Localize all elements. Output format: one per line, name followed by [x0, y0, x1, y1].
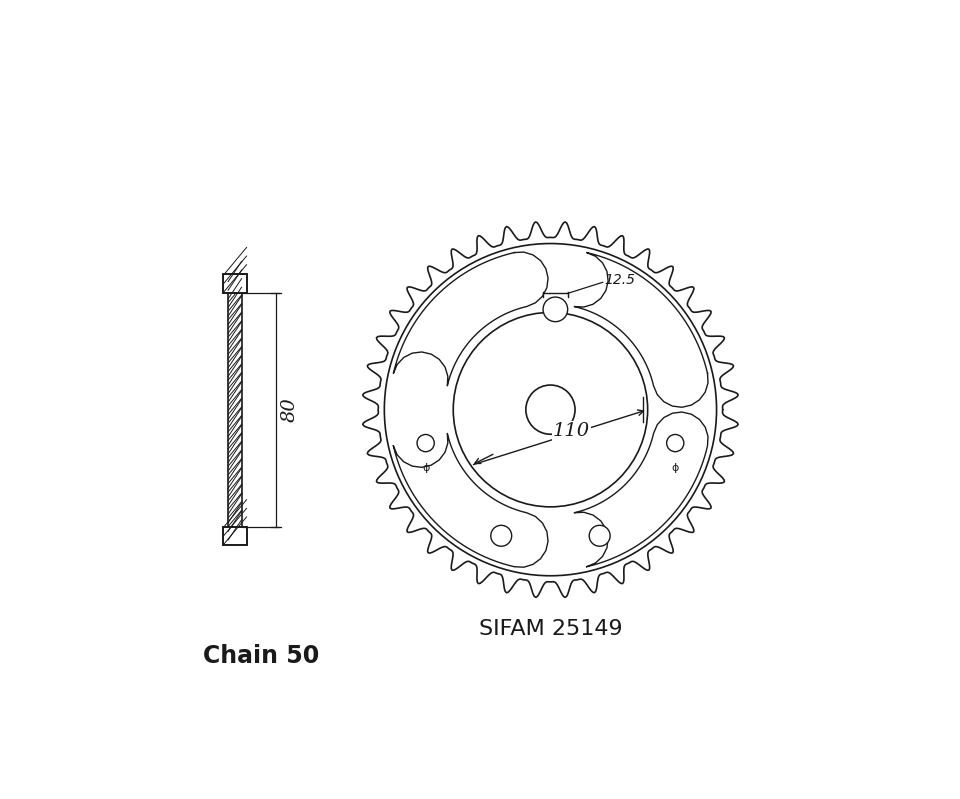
Text: ϕ: ϕ: [672, 463, 679, 473]
Bar: [223, 274, 247, 292]
Circle shape: [543, 297, 567, 322]
Polygon shape: [363, 222, 738, 598]
Text: ϕ: ϕ: [422, 463, 429, 473]
Polygon shape: [574, 412, 708, 566]
Text: 80: 80: [280, 397, 299, 422]
Circle shape: [417, 435, 434, 451]
Bar: [228, 292, 242, 527]
Circle shape: [589, 525, 611, 547]
Polygon shape: [574, 252, 708, 407]
Bar: [223, 527, 247, 545]
Bar: [223, 274, 247, 292]
Text: Chain 50: Chain 50: [203, 644, 319, 668]
Text: SIFAM 25149: SIFAM 25149: [479, 619, 622, 639]
Polygon shape: [394, 252, 548, 386]
Bar: [223, 527, 247, 545]
Circle shape: [666, 435, 684, 451]
Circle shape: [491, 525, 512, 547]
Polygon shape: [394, 433, 548, 567]
Circle shape: [526, 385, 575, 435]
Text: 12.5: 12.5: [605, 272, 636, 287]
Circle shape: [384, 244, 716, 576]
Text: 110: 110: [553, 423, 590, 440]
Circle shape: [453, 312, 648, 507]
